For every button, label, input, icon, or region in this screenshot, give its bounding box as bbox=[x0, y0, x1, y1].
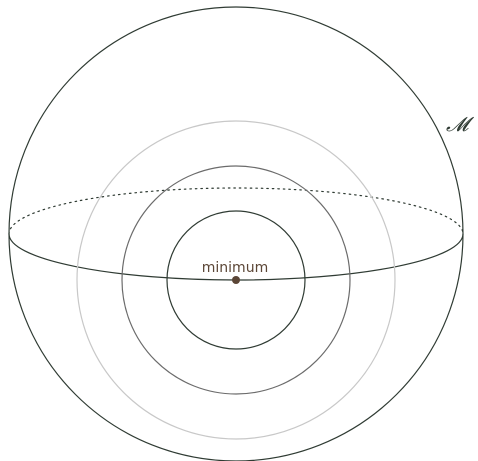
contour-inner bbox=[166, 210, 306, 350]
contour-middle bbox=[121, 165, 351, 395]
contour-outer bbox=[76, 120, 396, 440]
sphere-outline bbox=[8, 6, 464, 461]
minimum-label: minimum bbox=[202, 260, 268, 276]
minimum-point bbox=[232, 276, 240, 284]
manifold-label: 𝓜 bbox=[446, 112, 475, 136]
equator-back-dotted bbox=[8, 187, 464, 235]
